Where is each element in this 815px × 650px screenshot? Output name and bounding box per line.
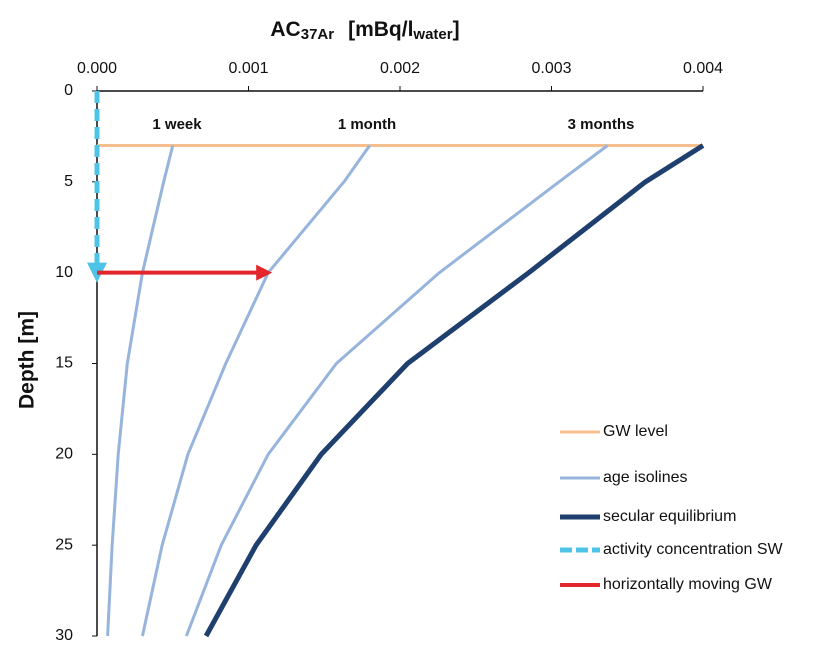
x-axis-title: AC37Ar [mBq/lwater] [270, 18, 459, 43]
legend-label: age isolines [603, 469, 688, 486]
isoline-label: 3 months [568, 116, 635, 133]
y-tick-label: 0 [64, 82, 73, 99]
isoline [184, 144, 609, 637]
legend-label: GW level [603, 423, 668, 440]
x-tick-label: 0.000 [77, 60, 117, 77]
y-tick-label: 15 [55, 355, 73, 372]
x-tick-label: 0.003 [531, 60, 571, 77]
x-tick-label: 0.004 [683, 60, 723, 77]
y-tick-label: 25 [55, 536, 73, 553]
series-line [203, 143, 705, 638]
y-axis-title: Depth [m] [16, 311, 39, 409]
y-tick-label: 20 [55, 446, 73, 463]
x-tick-label: 0.001 [228, 60, 268, 77]
y-tick-label: 10 [55, 264, 73, 281]
isoline-label: 1 week [152, 116, 202, 133]
x-tick-label: 0.002 [380, 60, 420, 77]
isoline-label: 1 month [338, 116, 396, 133]
y-tick-label: 30 [55, 627, 73, 644]
legend-label: activity concentration SW [603, 541, 784, 558]
legend-label: secular equilibrium [603, 508, 736, 525]
y-tick-label: 5 [64, 173, 73, 190]
legend-label: horizontally moving GW [603, 576, 773, 593]
isoline [140, 144, 371, 637]
isoline [106, 145, 175, 637]
